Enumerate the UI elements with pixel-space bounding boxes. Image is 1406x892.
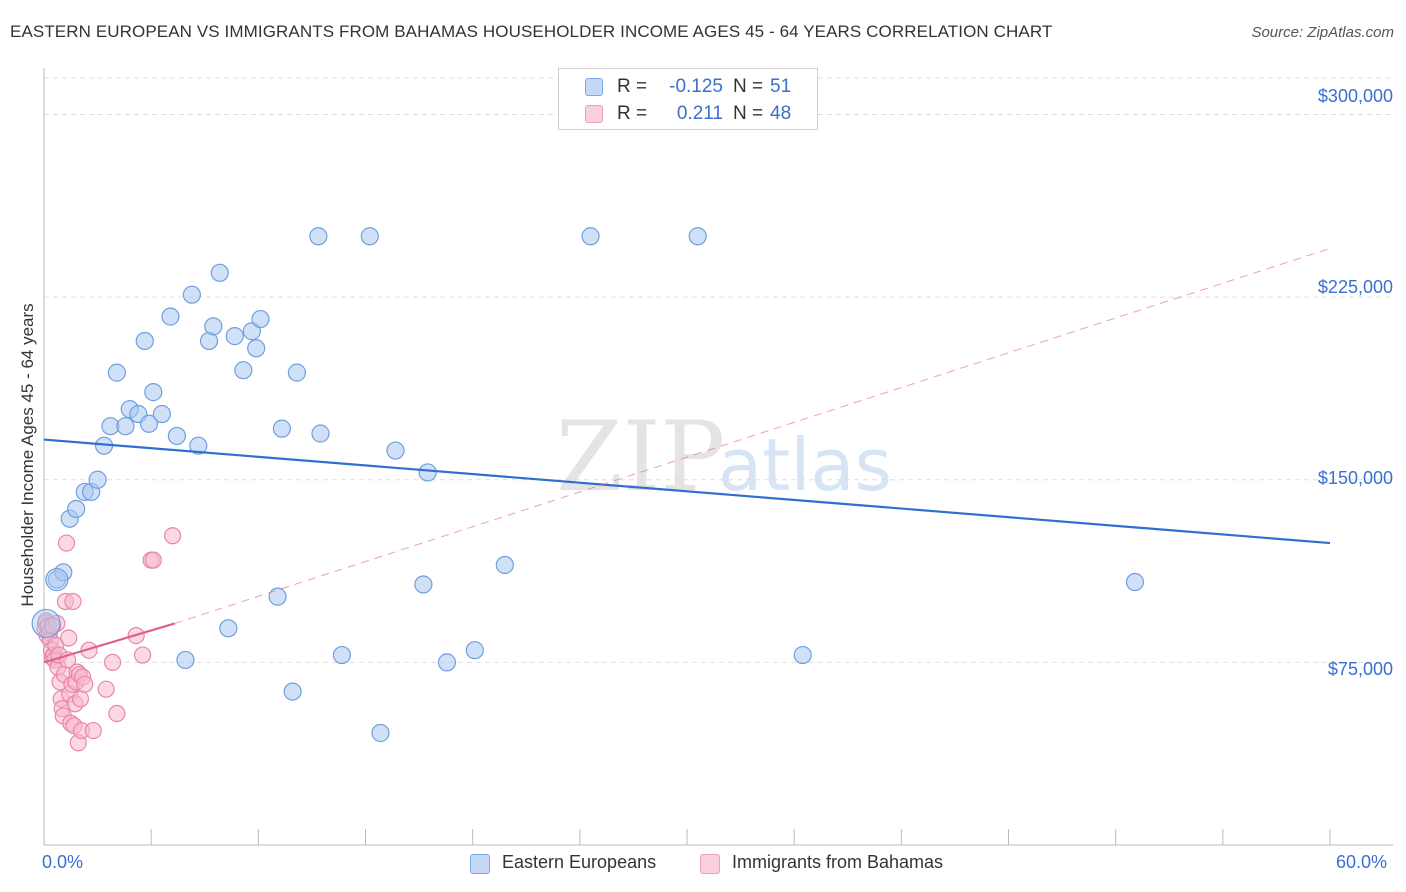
eastern-europeans-point (437, 653, 457, 672)
eastern-europeans-point (67, 499, 86, 519)
bahamas-point (164, 527, 182, 545)
eastern-europeans-point (161, 307, 180, 326)
y-tick-label-225k: $225,000 (1317, 277, 1393, 297)
eastern-europeans-point (176, 650, 195, 670)
correlation-legend: R = -0.125 N = 51 R = 0.211 N = 48 (558, 68, 818, 130)
bahamas-trend-line-extended (174, 247, 1331, 624)
eastern-europeans-point (581, 227, 600, 246)
eastern-europeans-point (386, 441, 405, 460)
bahamas-point (103, 653, 122, 671)
source-label: Source: ZipAtlas.com (1251, 24, 1394, 41)
bahamas-point (64, 592, 82, 611)
eastern-europeans-point (793, 645, 812, 665)
bahamas-point (71, 690, 90, 708)
legend-r-value: 0.211 (676, 103, 723, 124)
eastern-europeans-point (139, 414, 159, 433)
bottom-legend-swatch-pink (700, 854, 720, 874)
eastern-europeans-point (495, 555, 514, 575)
legend-r-label: R = (617, 76, 648, 97)
legend-swatch-blue (585, 78, 603, 96)
eastern-europeans-point (688, 227, 707, 246)
legend-n-value: 51 (770, 76, 792, 97)
eastern-europeans-point (234, 361, 253, 380)
bahamas-point (144, 551, 162, 569)
bahamas-point (57, 534, 76, 552)
eastern-europeans-point (167, 426, 186, 446)
bahamas-point (133, 646, 152, 664)
eastern-europeans-point (332, 645, 352, 665)
eastern-europeans-point-large (45, 567, 69, 592)
eastern-europeans-point (204, 317, 223, 336)
bottom-legend-label: Eastern Europeans (502, 852, 657, 872)
y-axis-label: Householder Income Ages 45 - 64 years (18, 303, 37, 607)
bahamas-point (97, 680, 115, 698)
bahamas-point (60, 629, 78, 647)
legend-n-label: N = (733, 76, 764, 97)
eastern-europeans-point (219, 619, 238, 638)
eastern-europeans-point (418, 463, 437, 482)
bahamas-point (108, 704, 126, 723)
eastern-europeans-point (283, 682, 302, 701)
eastern-europeans-point (287, 363, 307, 382)
eastern-europeans-point (371, 723, 390, 743)
eastern-europeans-point (135, 331, 154, 351)
eastern-europeans-point (465, 641, 484, 660)
bottom-legend-swatch-blue (470, 854, 490, 874)
chart-title: EASTERN EUROPEAN VS IMMIGRANTS FROM BAHA… (10, 22, 1053, 41)
eastern-europeans-point (272, 419, 292, 438)
eastern-europeans-point (414, 575, 433, 594)
eastern-europeans-point (251, 309, 270, 329)
eastern-europeans-point (189, 436, 208, 455)
legend-n-value: 48 (770, 103, 792, 124)
eastern-europeans-point (225, 327, 244, 346)
x-tick-label-max: 60.0% (1336, 852, 1388, 872)
bottom-legend-label: Immigrants from Bahamas (732, 852, 944, 872)
eastern-europeans-point (107, 363, 126, 382)
watermark-atlas: atlas (718, 423, 892, 507)
legend-swatch-pink (585, 105, 603, 123)
legend-r-value: -0.125 (669, 76, 723, 97)
y-tick-label-75k: $75,000 (1327, 659, 1393, 679)
eastern-europeans-point (210, 263, 229, 282)
eastern-europeans-point (152, 404, 171, 424)
eastern-europeans-point (144, 383, 163, 402)
watermark-zip: ZIP (556, 401, 725, 513)
bahamas-point (84, 721, 102, 740)
eastern-europeans-point (1125, 572, 1145, 592)
eastern-europeans-point (182, 285, 201, 304)
eastern-europeans-trend-line (43, 438, 1331, 545)
eastern-europeans-point (311, 424, 330, 443)
x-tick-label-min: 0.0% (42, 852, 84, 872)
legend-n-label: N = (733, 103, 764, 124)
eastern-europeans-point (309, 227, 328, 246)
y-tick-label-300k: $300,000 (1317, 86, 1393, 106)
bahamas-point (43, 617, 62, 635)
eastern-europeans-point (247, 339, 266, 358)
y-tick-label-150k: $150,000 (1317, 468, 1393, 488)
eastern-europeans-point (88, 470, 107, 489)
bahamas-point (76, 675, 94, 693)
eastern-europeans-point (116, 417, 135, 436)
eastern-europeans-point-large (31, 608, 61, 639)
eastern-europeans-point (360, 227, 379, 246)
eastern-europeans-point (268, 587, 287, 606)
legend-r-label: R = (617, 103, 648, 124)
bahamas-trend-line (43, 622, 176, 664)
